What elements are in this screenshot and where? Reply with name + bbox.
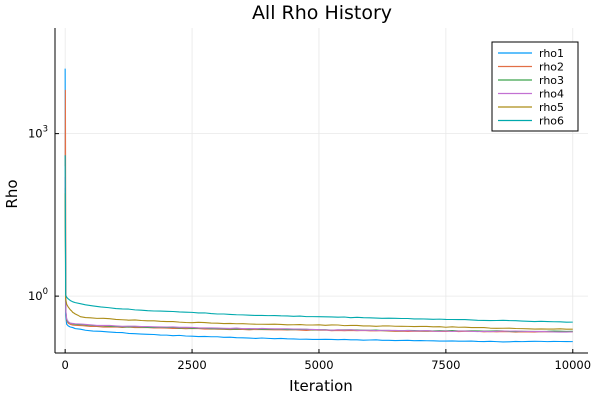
legend-label-rho1: rho1 (539, 47, 564, 60)
series-line-rho4 (64, 176, 573, 333)
legend-label-rho6: rho6 (539, 115, 564, 128)
x-tick-label: 2500 (177, 358, 206, 372)
y-axis-label: Rho (3, 179, 21, 208)
series-line-rho5 (64, 193, 573, 330)
y-tick-label: 103 (28, 125, 48, 141)
series-line-rho6 (64, 155, 573, 323)
series-line-rho1 (64, 68, 573, 343)
legend-label-rho3: rho3 (539, 74, 564, 87)
legend-label-rho5: rho5 (539, 101, 564, 114)
x-tick-label: 0 (61, 358, 68, 372)
legend-label-rho2: rho2 (539, 61, 564, 74)
x-tick-label: 5000 (304, 358, 333, 372)
y-tick-label: 100 (28, 287, 48, 303)
x-tick-label: 10000 (554, 358, 591, 372)
series-lines (64, 68, 573, 343)
legend-label-rho4: rho4 (539, 88, 564, 101)
legend-box (491, 41, 579, 132)
x-tick-label: 7500 (431, 358, 460, 372)
tick-labels: 0 2500 5000 7500 10000 103 100 (28, 125, 591, 372)
x-axis-label: Iteration (289, 377, 353, 395)
axes (54, 28, 588, 354)
chart-title: All Rho History (252, 2, 392, 24)
